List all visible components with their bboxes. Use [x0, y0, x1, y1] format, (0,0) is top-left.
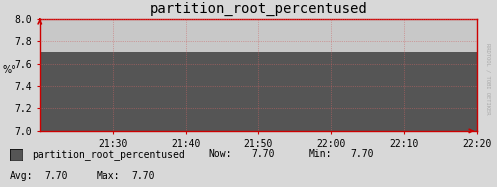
- Text: Min:: Min:: [308, 149, 331, 159]
- Text: 7.70: 7.70: [45, 171, 68, 181]
- Text: 7.70: 7.70: [132, 171, 155, 181]
- Text: partition_root_percentused: partition_root_percentused: [32, 149, 185, 160]
- Y-axis label: %°: %°: [2, 65, 16, 75]
- Text: 7.70: 7.70: [251, 149, 274, 159]
- Title: partition_root_percentused: partition_root_percentused: [150, 2, 367, 16]
- Text: Max:: Max:: [97, 171, 120, 181]
- Text: Now:: Now:: [209, 149, 232, 159]
- Text: RRDTOOL / TOBI OETIKER: RRDTOOL / TOBI OETIKER: [486, 43, 491, 114]
- Text: 7.70: 7.70: [350, 149, 374, 159]
- Text: Avg:: Avg:: [10, 171, 33, 181]
